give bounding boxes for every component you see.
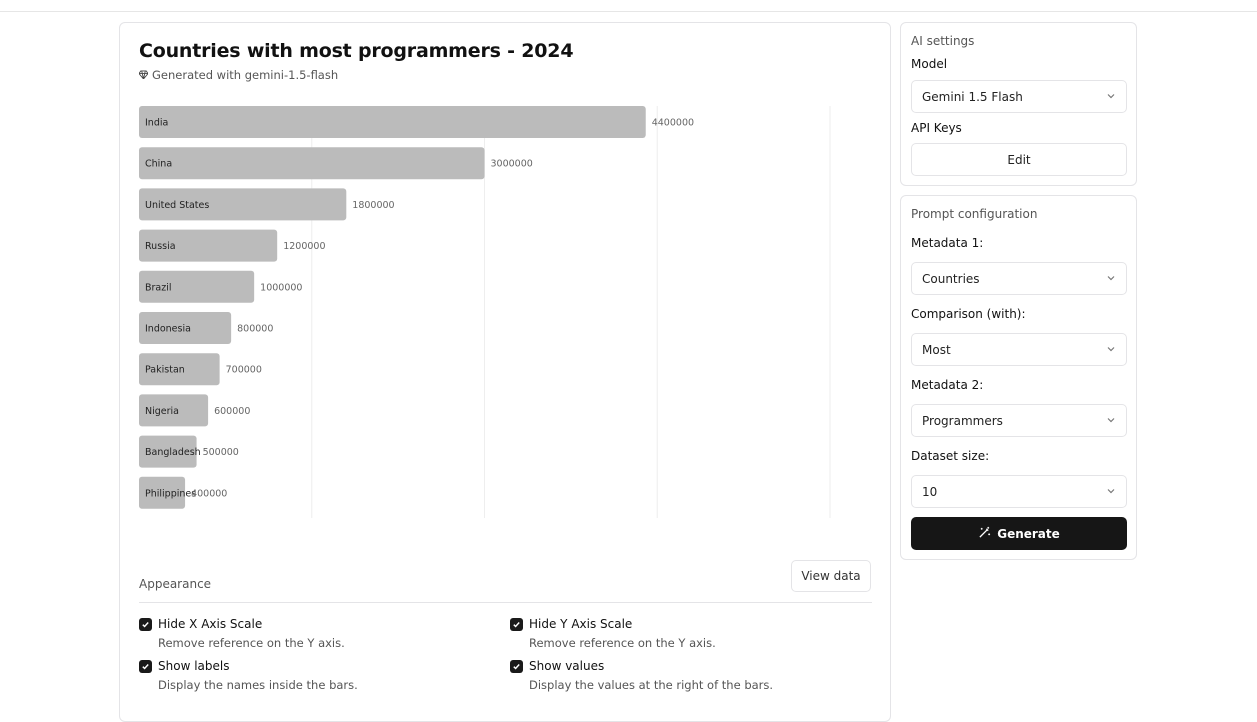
bar-pakistan[interactable] <box>139 353 220 386</box>
bar-label: United States <box>145 200 209 211</box>
bar-label: India <box>145 118 168 129</box>
option-show-values: Show values Display the values at the ri… <box>510 659 850 692</box>
check-icon <box>142 621 149 628</box>
chevron-down-icon <box>1106 343 1116 357</box>
ai-settings-card: AI settings Model Gemini 1.5 Flash API K… <box>900 22 1137 186</box>
subtitle-text: Generated with gemini-1.5-flash <box>152 68 339 82</box>
option-label: Hide X Axis Scale <box>158 617 263 631</box>
option-show-labels: Show labels Display the names inside the… <box>139 659 479 692</box>
bar-value-label: 600000 <box>214 406 250 417</box>
metadata2-label: Metadata 2: <box>911 378 984 392</box>
chevron-down-icon <box>1106 272 1116 286</box>
bar-brazil[interactable] <box>139 270 255 303</box>
edit-api-keys-button[interactable]: Edit <box>911 143 1127 176</box>
dataset-size-select[interactable]: 10 <box>911 475 1127 508</box>
bar-indonesia[interactable] <box>139 312 232 344</box>
comparison-value: Most <box>922 342 951 357</box>
bar-label: Indonesia <box>145 324 191 335</box>
option-label: Hide Y Axis Scale <box>529 617 633 631</box>
gem-icon <box>138 68 149 82</box>
check-icon <box>142 663 149 670</box>
api-keys-label: API Keys <box>911 121 962 135</box>
bar-label: Pakistan <box>145 365 185 376</box>
chart-subtitle: Generated with gemini-1.5-flash <box>138 68 339 82</box>
prompt-configuration-card: Prompt configuration Metadata 1: Countri… <box>900 195 1137 560</box>
bar-value-label: 3000000 <box>491 159 533 170</box>
chart-card: Countries with most programmers - 2024 G… <box>119 22 891 722</box>
bar-value-label: 700000 <box>226 365 262 376</box>
dataset-size-value: 10 <box>922 484 938 499</box>
chart-title: Countries with most programmers - 2024 <box>139 40 574 62</box>
bar-united-states[interactable] <box>139 188 347 221</box>
bar-value-label: 1000000 <box>260 282 302 293</box>
option-description: Display the names inside the bars. <box>158 678 358 692</box>
option-description: Remove reference on the Y axis. <box>158 636 345 650</box>
chevron-down-icon <box>1106 90 1116 104</box>
bar-value-label: 1800000 <box>352 200 394 211</box>
bar-bangladesh[interactable] <box>139 435 197 468</box>
metadata1-select[interactable]: Countries <box>911 262 1127 295</box>
option-label: Show values <box>529 659 605 673</box>
chevron-down-icon <box>1106 414 1116 428</box>
metadata2-select[interactable]: Programmers <box>911 404 1127 437</box>
magic-wand-icon <box>978 526 991 542</box>
ai-settings-title: AI settings <box>911 34 975 48</box>
generate-label: Generate <box>997 526 1060 541</box>
bar-label: China <box>145 159 172 170</box>
checkbox-hide-x-axis[interactable] <box>139 617 152 631</box>
checkbox-show-labels[interactable] <box>139 659 152 673</box>
metadata1-value: Countries <box>922 271 980 286</box>
view-data-button[interactable]: View data <box>791 560 871 592</box>
comparison-label: Comparison (with): <box>911 307 1026 321</box>
bar-label: Russia <box>145 241 176 252</box>
appearance-divider <box>139 602 872 603</box>
appearance-label: Appearance <box>139 577 212 591</box>
comparison-select[interactable]: Most <box>911 333 1127 366</box>
bar-russia[interactable] <box>139 229 278 262</box>
prompt-config-title: Prompt configuration <box>911 207 1038 221</box>
checkbox-hide-y-axis[interactable] <box>510 617 523 631</box>
checkbox-show-values[interactable] <box>510 659 523 673</box>
check-icon <box>513 621 520 628</box>
bar-china[interactable] <box>139 147 485 180</box>
bar-philippines[interactable] <box>139 476 186 509</box>
model-select-value: Gemini 1.5 Flash <box>922 89 1023 104</box>
bar-nigeria[interactable] <box>139 394 209 427</box>
model-select[interactable]: Gemini 1.5 Flash <box>911 80 1127 113</box>
dataset-size-label: Dataset size: <box>911 449 990 463</box>
bar-chart: India 4400000 China 3000000 United States 180… <box>139 106 831 518</box>
bar-value-label: 1200000 <box>283 241 325 252</box>
bar-value-label: 500000 <box>203 447 239 458</box>
bar-india[interactable] <box>139 106 646 138</box>
option-description: Display the values at the right of the b… <box>529 678 774 692</box>
model-label: Model <box>911 57 948 71</box>
check-icon <box>513 663 520 670</box>
option-description: Remove reference on the Y axis. <box>529 636 716 650</box>
generate-button[interactable]: Generate <box>911 517 1127 550</box>
bar-value-label: 400000 <box>191 488 227 499</box>
bar-label: Bangladesh <box>145 447 201 458</box>
option-hide-y-axis: Hide Y Axis Scale Remove reference on th… <box>510 617 850 650</box>
bar-label: Philippines <box>145 488 196 499</box>
bar-label: Brazil <box>145 282 172 293</box>
metadata2-value: Programmers <box>922 413 1003 428</box>
bar-value-label: 800000 <box>237 324 273 335</box>
bar-label: Nigeria <box>145 406 179 417</box>
option-hide-x-axis: Hide X Axis Scale Remove reference on th… <box>139 617 479 650</box>
top-divider <box>0 11 1257 12</box>
metadata1-label: Metadata 1: <box>911 236 984 250</box>
chevron-down-icon <box>1106 485 1116 499</box>
bar-value-label: 4400000 <box>652 118 694 129</box>
option-label: Show labels <box>158 659 230 673</box>
